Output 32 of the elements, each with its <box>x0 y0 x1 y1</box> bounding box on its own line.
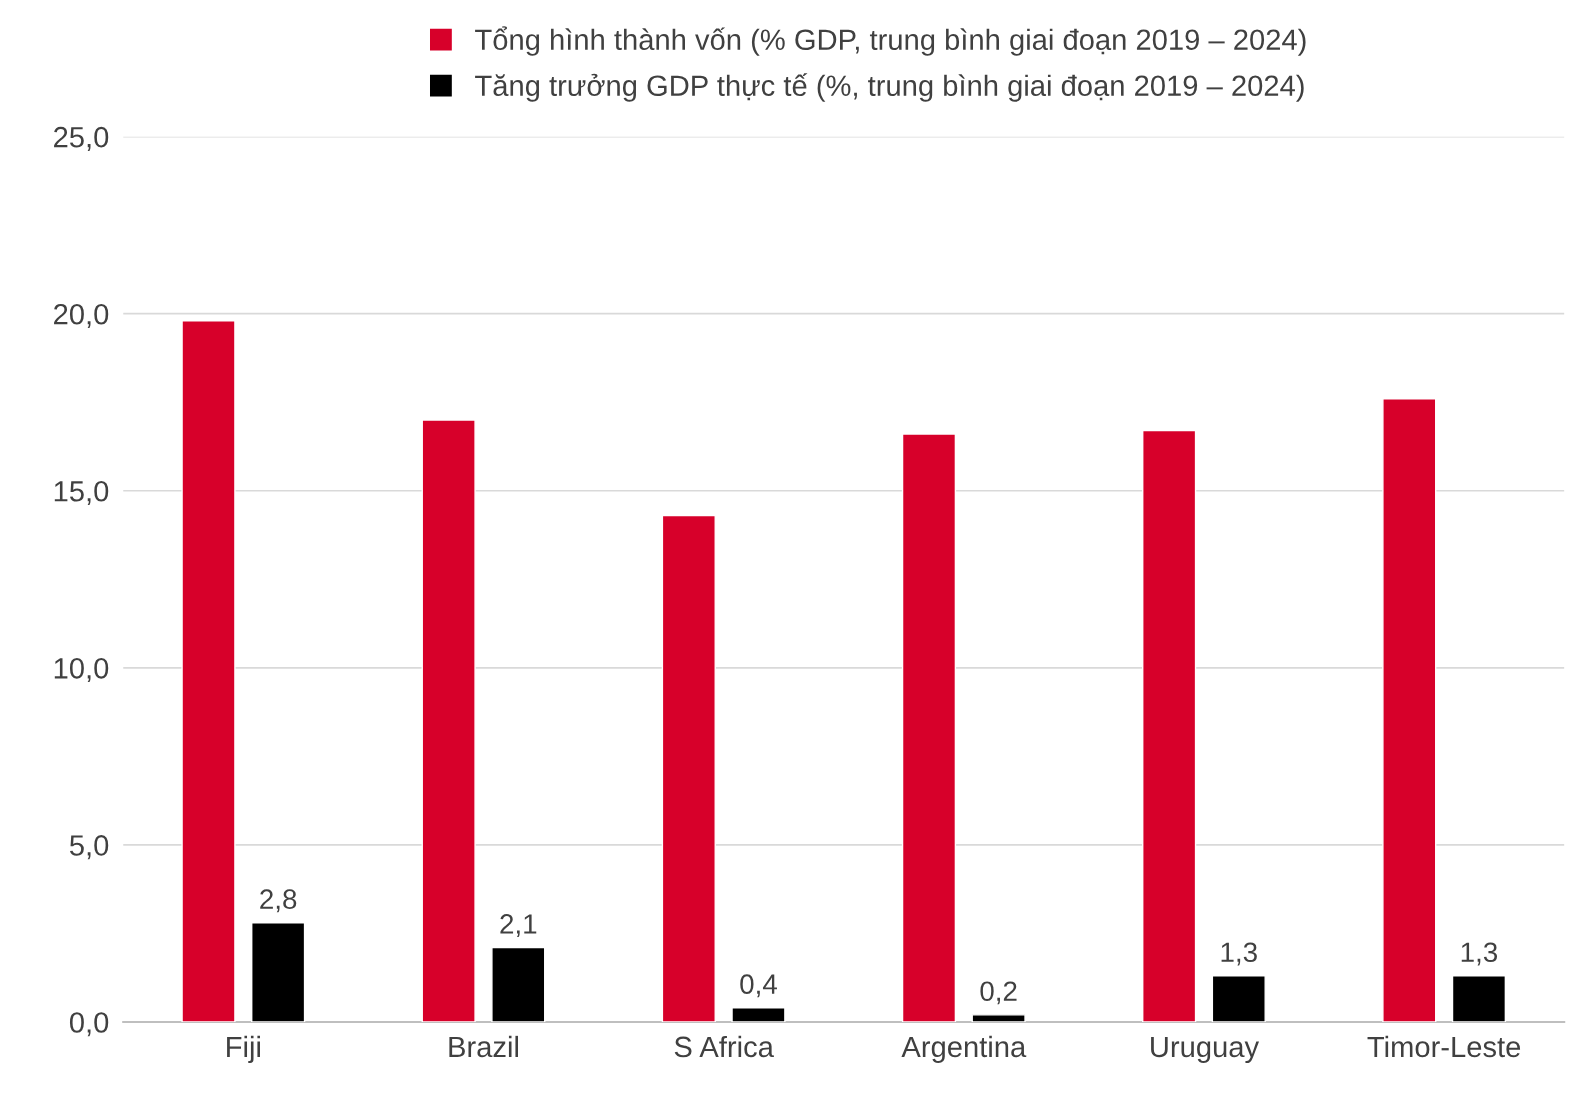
data-label: 1,3 <box>1221 942 1257 966</box>
x-tick-label: Uruguay <box>1151 1036 1260 1064</box>
bar <box>421 419 476 1022</box>
x-tick-label: Argentina <box>901 1035 1027 1064</box>
y-tick-label: 10,0 <box>54 658 109 683</box>
bar <box>491 946 546 1022</box>
x-tick-label: Brazil <box>449 1035 518 1058</box>
data-label: 2,8 <box>260 889 297 913</box>
data-label: 0,4 <box>740 974 777 998</box>
bar <box>661 514 716 1022</box>
y-tick-label: 5,0 <box>69 835 109 860</box>
legend-label: Tăng trưởng GDP thực tế (%, trung bình giai đoạn 2019 – 2024) <box>475 73 1304 102</box>
x-tick-label: Fiji <box>227 1035 260 1064</box>
data-label: 1,3 <box>1461 942 1498 966</box>
bar <box>731 1007 786 1022</box>
x-tick-label: Timor-Leste <box>1367 1035 1521 1058</box>
bar <box>1451 975 1507 1022</box>
bar <box>251 922 306 1022</box>
x-tick-label: S Africa <box>674 1035 774 1058</box>
bar <box>901 433 957 1022</box>
bar <box>1382 397 1437 1022</box>
bar <box>1211 975 1266 1022</box>
legend-label: Tổng hình thành vốn (% GDP, trung bình giai đoạn 2019 – 2024) <box>475 26 1306 56</box>
bar <box>1142 429 1197 1022</box>
bar <box>971 1014 1026 1022</box>
data-label: 2,1 <box>500 914 537 938</box>
y-tick-label: 25,0 <box>54 126 109 151</box>
y-tick-label: 15,0 <box>54 480 109 506</box>
data-label: 0,2 <box>980 981 1017 1005</box>
y-tick-label: 0,0 <box>69 1012 109 1037</box>
bar <box>181 320 236 1022</box>
y-tick-label: 20,0 <box>54 303 109 328</box>
